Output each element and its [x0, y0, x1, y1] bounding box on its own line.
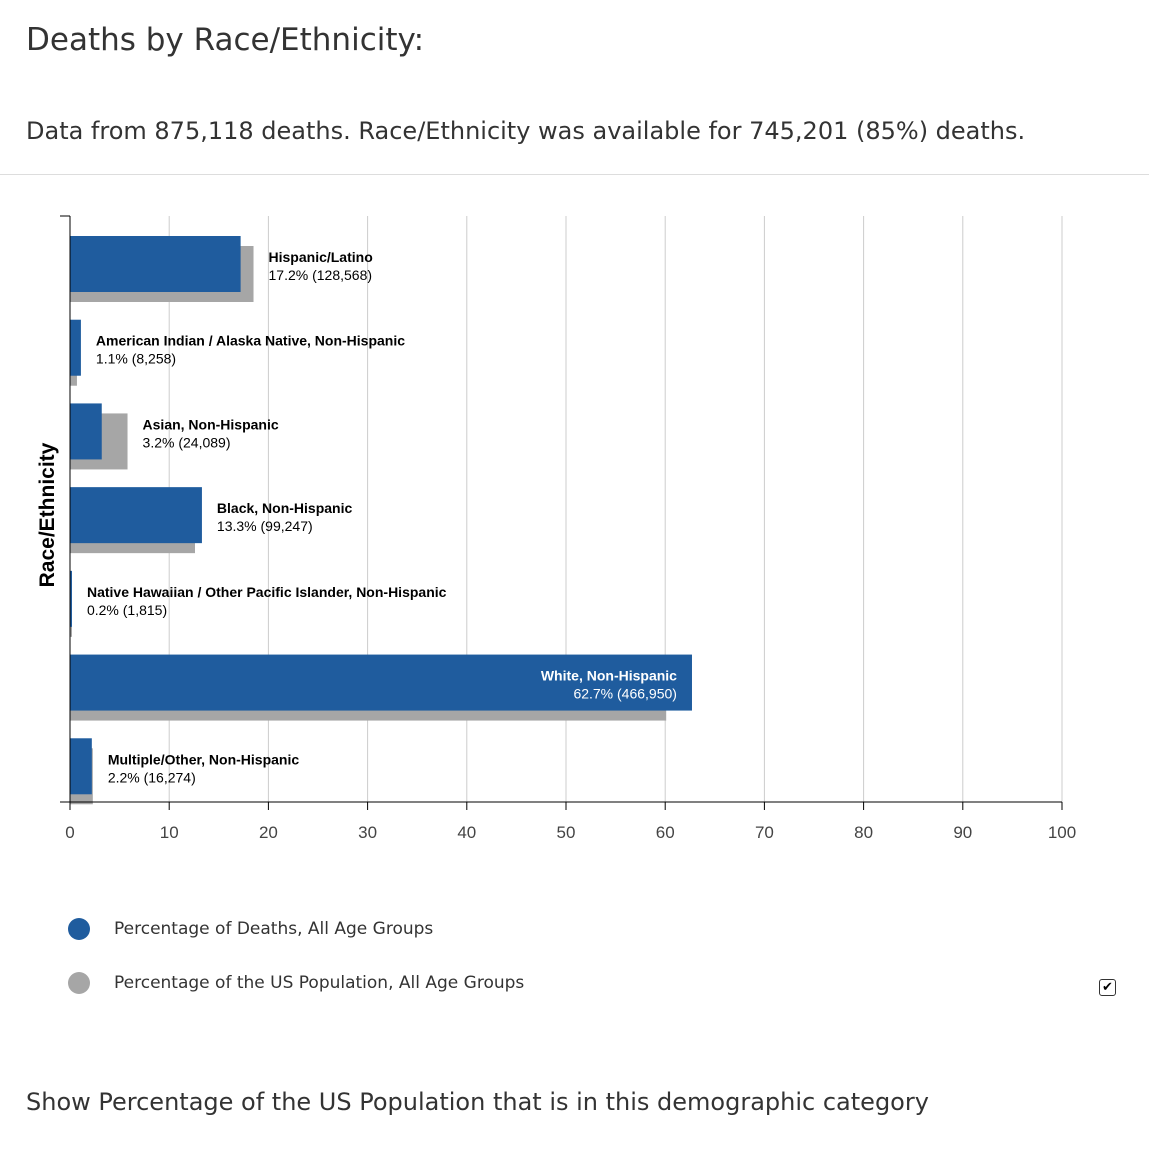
header-divider [0, 174, 1149, 175]
deaths-bar-5 [70, 654, 692, 711]
checkmark-icon: ✔ [1102, 980, 1113, 995]
x-tick-label-40: 40 [457, 823, 476, 842]
legend-item-population[interactable]: Percentage of the US Population, All Age… [68, 968, 524, 998]
x-tick-label-100: 100 [1048, 823, 1076, 842]
show-population-label: Show Percentage of the US Population tha… [26, 1088, 929, 1116]
deaths-bar-6 [70, 738, 92, 795]
data-summary: Data from 875,118 deaths. Race/Ethnicity… [26, 117, 1026, 145]
legend-label-deaths: Percentage of Deaths, All Age Groups [114, 919, 434, 939]
x-tick-label-0: 0 [65, 823, 74, 842]
x-tick-label-10: 10 [160, 823, 179, 842]
legend-label-population: Percentage of the US Population, All Age… [114, 973, 525, 993]
x-tick-label-90: 90 [953, 823, 972, 842]
deaths-bar-4 [70, 570, 72, 627]
legend-dot-population [68, 972, 90, 994]
bar-value-label-5: 62.7% (466,950) [573, 686, 677, 702]
x-tick-label-70: 70 [755, 823, 774, 842]
bar-category-label-0: Hispanic/Latino [269, 249, 373, 265]
chart-legend: Percentage of Deaths, All Age Groups Per… [68, 914, 524, 1022]
bar-value-label-2: 3.2% (24,089) [143, 434, 231, 450]
page-title: Deaths by Race/Ethnicity: [26, 22, 425, 58]
legend-item-deaths[interactable]: Percentage of Deaths, All Age Groups [68, 914, 524, 944]
show-population-checkbox[interactable]: ✔ [1099, 979, 1116, 996]
legend-dot-deaths [68, 918, 90, 940]
x-tick-label-80: 80 [854, 823, 873, 842]
bar-category-label-4: Native Hawaiian / Other Pacific Islander… [87, 584, 447, 600]
bar-category-label-6: Multiple/Other, Non-Hispanic [108, 751, 300, 767]
deaths-bar-3 [70, 487, 202, 544]
bar-category-label-1: American Indian / Alaska Native, Non-His… [96, 333, 405, 349]
y-axis-label: Race/Ethnicity [36, 442, 59, 587]
bar-value-label-4: 0.2% (1,815) [87, 602, 167, 618]
x-tick-label-20: 20 [259, 823, 278, 842]
x-tick-label-50: 50 [557, 823, 576, 842]
x-tick-label-60: 60 [656, 823, 675, 842]
deaths-bar-0 [70, 236, 241, 292]
bar-value-label-1: 1.1% (8,258) [96, 351, 176, 367]
deaths-bar-1 [70, 319, 81, 376]
deaths-bar-2 [70, 403, 102, 460]
x-tick-label-30: 30 [358, 823, 377, 842]
bar-value-label-6: 2.2% (16,274) [108, 769, 196, 785]
bar-category-label-3: Black, Non-Hispanic [217, 500, 353, 516]
bar-category-label-2: Asian, Non-Hispanic [143, 416, 279, 432]
bar-category-label-5: White, Non-Hispanic [541, 668, 677, 684]
bar-value-label-0: 17.2% (128,568) [269, 267, 373, 283]
race-ethnicity-bar-chart: Hispanic/Latino 17.2% (128,568) American I… [36, 215, 1076, 842]
bar-value-label-3: 13.3% (99,247) [217, 518, 313, 534]
